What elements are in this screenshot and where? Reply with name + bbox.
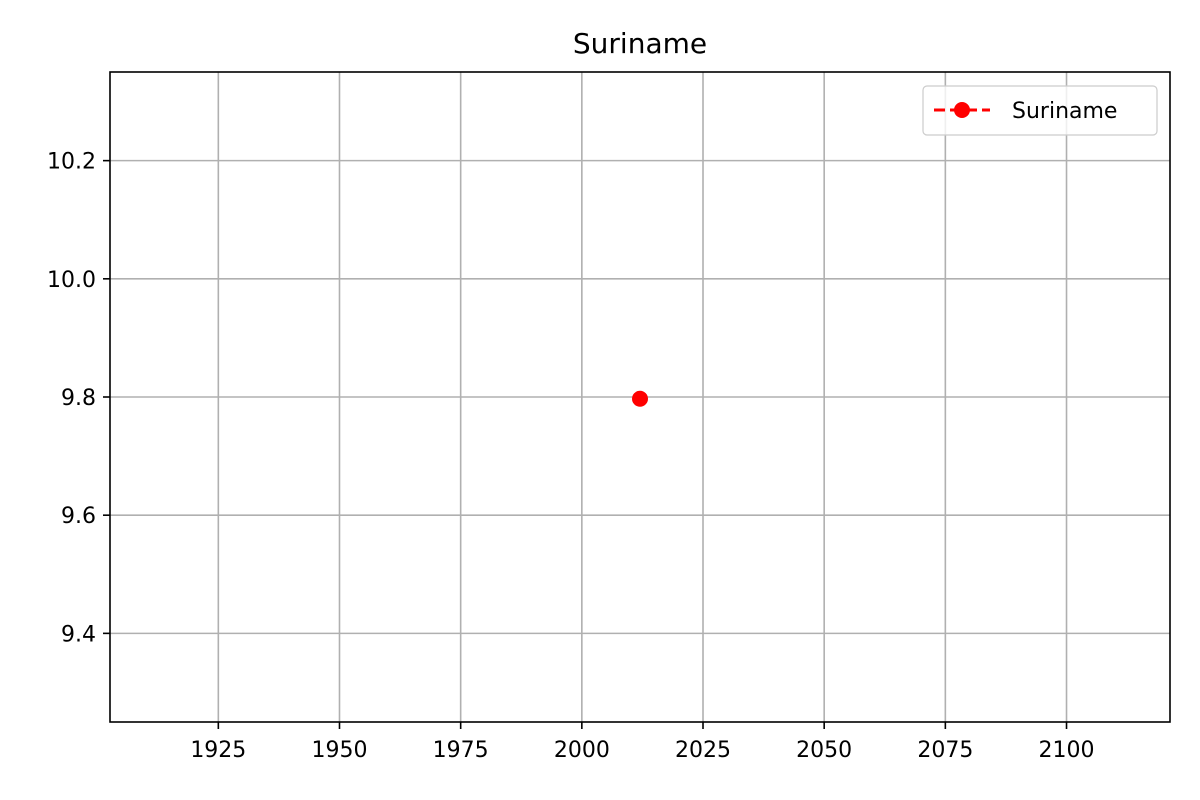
- legend-marker: [954, 102, 970, 118]
- x-tick-label: 1950: [311, 738, 367, 763]
- y-tick-label: 10.0: [47, 268, 96, 293]
- x-tick-label: 2050: [796, 738, 852, 763]
- y-tick-label: 9.6: [61, 504, 96, 529]
- x-tick-label: 2100: [1039, 738, 1095, 763]
- y-tick-label: 10.2: [47, 150, 96, 175]
- y-tick-label: 9.8: [61, 386, 96, 411]
- x-tick-label: 2025: [675, 738, 731, 763]
- chart-title: Suriname: [573, 27, 707, 60]
- legend-label: Suriname: [1012, 99, 1117, 124]
- x-tick-label: 1975: [433, 738, 489, 763]
- x-tick-label: 2075: [917, 738, 973, 763]
- series-layer: [632, 390, 648, 407]
- legend: Suriname: [922, 85, 1158, 136]
- y-axis: 9.4 9.6 9.8 10.0 10.2: [47, 150, 110, 647]
- x-axis: 1925 1950 1975 2000 2025 2050 2075 2100: [190, 722, 1095, 763]
- x-tick-label: 2000: [554, 738, 610, 763]
- legend-box: [922, 85, 1158, 136]
- data-point: [632, 390, 648, 407]
- x-tick-label: 1925: [190, 738, 246, 763]
- y-tick-label: 9.4: [61, 622, 96, 647]
